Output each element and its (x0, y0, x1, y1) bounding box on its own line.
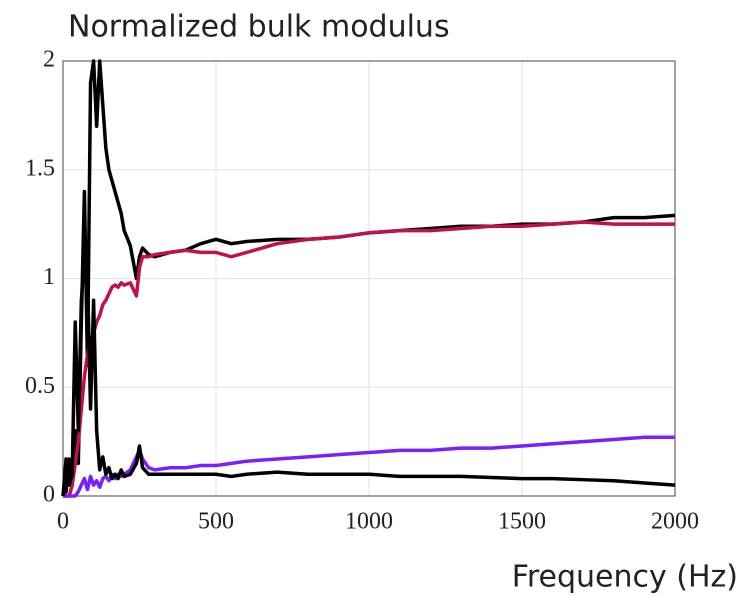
x-tick-label: 2000 (651, 509, 699, 535)
y-tick-label: 2 (43, 47, 55, 73)
x-tick-label: 500 (198, 509, 234, 535)
x-axis-label: Frequency (Hz) (512, 560, 738, 595)
x-tick-label: 1000 (345, 509, 393, 535)
y-tick-label: 0 (43, 482, 55, 508)
chart-title: Normalized bulk modulus (68, 10, 450, 45)
y-tick-label: 0.5 (25, 373, 55, 399)
plot-frame (62, 60, 676, 497)
x-tick-label: 1500 (498, 509, 546, 535)
series-line (63, 220, 675, 498)
series-line (61, 255, 676, 497)
y-tick-label: 1 (43, 264, 55, 290)
x-tick-label: 0 (57, 509, 69, 535)
y-tick-label: 1.5 (25, 155, 55, 181)
